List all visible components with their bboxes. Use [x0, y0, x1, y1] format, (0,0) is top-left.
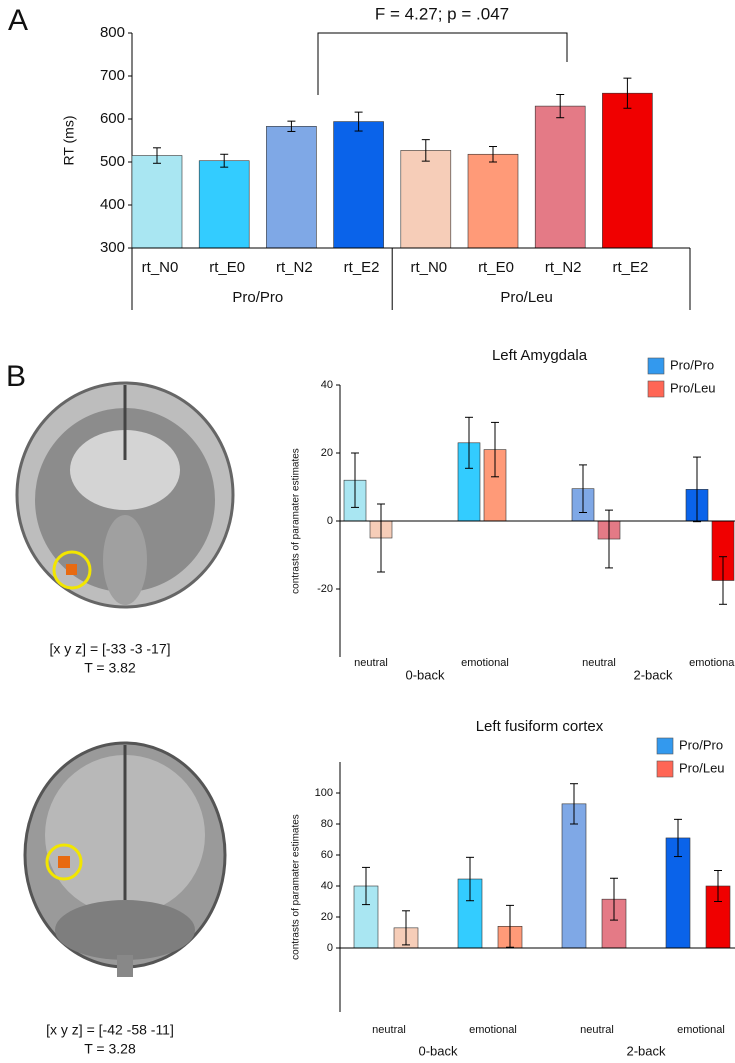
y-tick-label: 300: [100, 239, 125, 256]
bar: [131, 155, 183, 249]
group-label: Pro/Pro: [232, 289, 283, 306]
bar: [333, 121, 384, 249]
image-caption: T = 3.28: [84, 1041, 136, 1057]
image-caption: [x y z] = [-42 -58 -11]: [46, 1022, 174, 1038]
x-tick-label: neutral: [354, 657, 388, 669]
legend-label: Pro/Pro: [670, 357, 714, 372]
y-tick-label: 20: [321, 447, 333, 459]
image-caption: [x y z] = [-33 -3 -17]: [50, 641, 171, 657]
group-label: 2-back: [633, 667, 673, 682]
y-tick-label: 100: [315, 787, 333, 799]
bar: [602, 92, 653, 249]
x-tick-label: rt_N0: [142, 259, 179, 276]
x-tick-label: emotional: [469, 1024, 517, 1036]
x-tick-label: rt_E2: [612, 259, 648, 276]
y-tick-label: 20: [321, 911, 333, 923]
image-caption: T = 3.82: [84, 660, 136, 676]
chart-title: Left Amygdala: [492, 347, 588, 364]
group-label: 0-back: [405, 667, 445, 682]
significance-bracket: [317, 32, 568, 95]
panel-label: B: [6, 360, 26, 393]
x-tick-label: emotional: [461, 657, 509, 669]
legend-swatch: [656, 737, 674, 755]
x-tick-label: neutral: [582, 657, 616, 669]
x-tick-label: neutral: [580, 1024, 614, 1036]
legend-label: Pro/Leu: [679, 760, 725, 775]
annotation: F = 4.27; p = .047: [375, 4, 509, 23]
legend-swatch: [656, 760, 674, 778]
chart-title: Left fusiform cortex: [476, 718, 604, 735]
legend-label: Pro/Pro: [679, 737, 723, 752]
y-tick-label: 40: [321, 379, 333, 391]
legend-swatch: [647, 380, 665, 398]
group-label: 0-back: [418, 1043, 458, 1058]
bar: [198, 160, 250, 249]
x-tick-label: rt_N2: [545, 259, 582, 276]
y-tick-label: 500: [100, 153, 125, 170]
bar: [400, 150, 452, 249]
y-axis-label: contrasts of paramater estimates: [291, 814, 302, 960]
brain-image: [23, 741, 227, 977]
group-label: 2-back: [626, 1043, 666, 1058]
y-axis-label: contrasts of paramater estimates: [291, 448, 302, 594]
y-tick-label: 0: [327, 942, 333, 954]
y-axis-label: RT (ms): [61, 115, 77, 165]
y-tick-label: 0: [327, 515, 333, 527]
x-tick-label: emotional: [677, 1024, 725, 1036]
y-tick-label: 40: [321, 880, 333, 892]
bar: [467, 153, 519, 249]
x-tick-label: rt_E2: [344, 259, 380, 276]
brain-image: [15, 381, 235, 609]
legend-swatch: [647, 357, 665, 375]
x-tick-label: emotional: [689, 657, 735, 669]
legend-label: Pro/Leu: [670, 380, 716, 395]
x-tick-label: rt_E0: [209, 259, 245, 276]
bar: [534, 105, 586, 249]
y-tick-label: 400: [100, 196, 125, 213]
bar: [561, 803, 587, 949]
y-tick-label: 600: [100, 110, 125, 127]
x-tick-label: rt_N2: [276, 259, 313, 276]
x-tick-label: neutral: [372, 1024, 406, 1036]
x-tick-label: rt_N0: [410, 259, 447, 276]
y-tick-label: 800: [100, 24, 125, 41]
bar: [266, 126, 317, 249]
x-tick-label: rt_E0: [478, 259, 514, 276]
y-tick-label: 700: [100, 67, 125, 84]
group-label: Pro/Leu: [500, 289, 553, 306]
y-tick-label: 80: [321, 818, 333, 830]
panel-label: A: [8, 4, 28, 37]
y-tick-label: -20: [317, 583, 333, 595]
y-tick-label: 60: [321, 849, 333, 861]
